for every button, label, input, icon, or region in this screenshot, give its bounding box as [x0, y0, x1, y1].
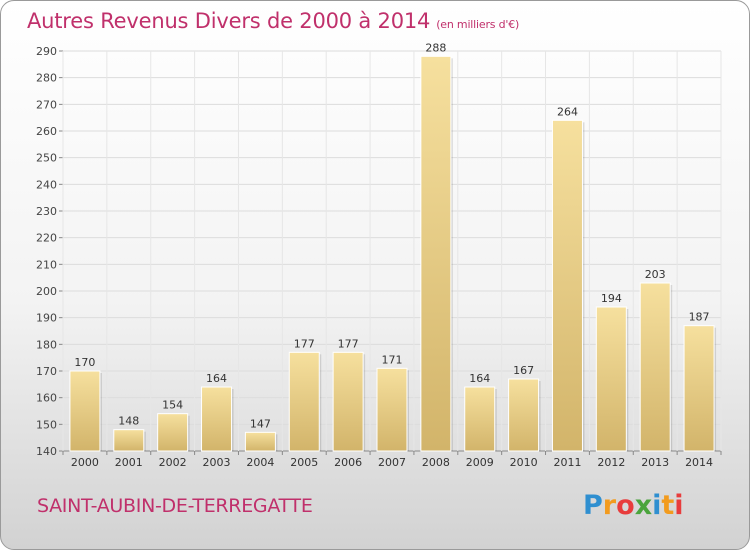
bar: [244, 431, 276, 452]
bar: [332, 351, 364, 452]
x-tick-label: 2003: [203, 456, 231, 469]
y-tick-label: 200: [36, 285, 57, 298]
bar-value-label: 164: [206, 372, 227, 385]
x-tick-label: 2000: [71, 456, 99, 469]
chart-title-text: Autres Revenus Divers de 2000 à 2014: [27, 9, 431, 33]
y-tick-label: 210: [36, 258, 57, 271]
logo-letter: o: [616, 490, 635, 521]
bar-value-label: 177: [294, 337, 315, 350]
x-tick-label: 2010: [510, 456, 538, 469]
bar-value-label: 171: [382, 353, 403, 366]
y-tick-label: 230: [36, 205, 57, 218]
bar: [508, 378, 540, 452]
bar: [639, 282, 671, 452]
labels: 140 150 160 170 180 190 200 210 220 230 240 250 260 2…: [36, 41, 713, 469]
x-tick-label: 2012: [597, 456, 625, 469]
bar-value-label: 148: [118, 415, 139, 428]
bar: [376, 367, 408, 452]
bar-value-label: 194: [601, 292, 622, 305]
x-tick-label: 2004: [246, 456, 274, 469]
y-tick-label: 150: [36, 418, 57, 431]
commune-name: SAINT-AUBIN-DE-TERREGATTE: [37, 495, 313, 517]
logo-letter: i: [674, 490, 684, 521]
bar: [551, 119, 583, 452]
y-tick-label: 240: [36, 178, 57, 191]
bar-value-label: 264: [557, 105, 578, 118]
y-tick-label: 260: [36, 125, 57, 138]
y-tick-label: 170: [36, 365, 57, 378]
logo-letter: x: [634, 490, 653, 521]
x-tick-label: 2007: [378, 456, 406, 469]
y-tick-label: 140: [36, 445, 57, 458]
x-tick-label: 2006: [334, 456, 362, 469]
bar-value-label: 203: [645, 268, 666, 281]
logo-letter: i: [652, 490, 662, 521]
x-tick-label: 2002: [159, 456, 187, 469]
x-tick-label: 2013: [641, 456, 669, 469]
logo-letter: r: [602, 490, 617, 521]
bar: [288, 351, 320, 452]
x-tick-label: 2014: [685, 456, 713, 469]
bar-value-label: 170: [74, 356, 95, 369]
y-tick-label: 190: [36, 312, 57, 325]
bar-value-label: 147: [250, 417, 271, 430]
chart-title-unit: (en milliers d'€): [436, 18, 520, 31]
bar: [113, 429, 145, 452]
logo-letter: t: [661, 490, 675, 521]
x-tick-label: 2005: [290, 456, 318, 469]
y-tick-label: 280: [36, 72, 57, 85]
proxiti-logo: Proxiti: [583, 490, 684, 521]
x-tick-label: 2001: [115, 456, 143, 469]
y-tick-label: 220: [36, 232, 57, 245]
x-tick-label: 2009: [466, 456, 494, 469]
bar-value-label: 288: [425, 41, 446, 54]
y-tick-label: 250: [36, 152, 57, 165]
x-tick-label: 2008: [422, 456, 450, 469]
y-tick-label: 160: [36, 392, 57, 405]
bar: [420, 55, 452, 452]
logo-letter: P: [583, 490, 603, 521]
chart-title: Autres Revenus Divers de 2000 à 2014 (en …: [27, 9, 519, 33]
bar: [595, 306, 627, 452]
bar-value-label: 164: [469, 372, 490, 385]
bars: [69, 55, 717, 452]
y-tick-label: 290: [36, 45, 57, 58]
bar: [69, 370, 101, 452]
x-tick-label: 2011: [553, 456, 581, 469]
bar-value-label: 167: [513, 364, 534, 377]
bar-value-label: 154: [162, 399, 183, 412]
y-tick-label: 270: [36, 98, 57, 111]
bar: [683, 325, 715, 452]
y-tick-label: 180: [36, 338, 57, 351]
bar: [201, 386, 233, 452]
bar-value-label: 187: [689, 311, 710, 324]
bar-value-label: 177: [338, 337, 359, 350]
bar: [464, 386, 496, 452]
bar: [157, 413, 189, 452]
